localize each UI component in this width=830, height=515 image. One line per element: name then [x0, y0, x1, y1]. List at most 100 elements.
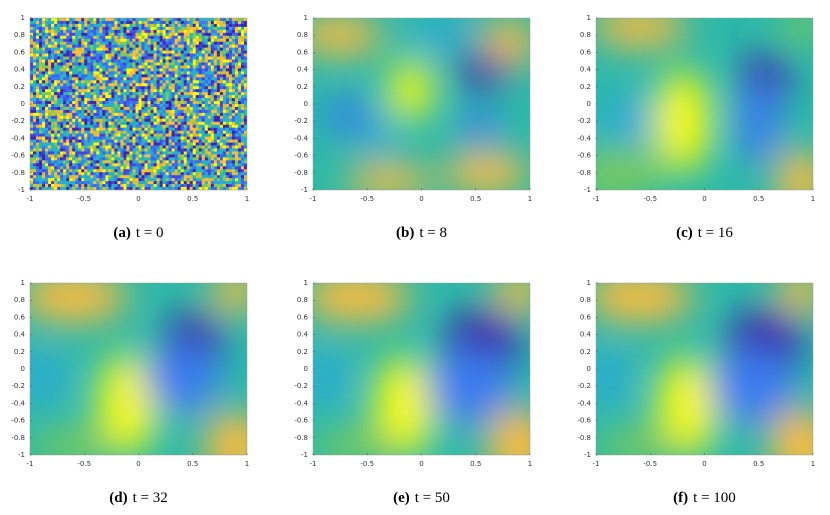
cell	[147, 115, 151, 120]
cell	[96, 104, 100, 108]
cell	[123, 29, 127, 34]
cell	[201, 74, 206, 78]
cell	[153, 175, 157, 179]
cell	[171, 148, 175, 152]
cell	[75, 151, 79, 155]
cell	[219, 47, 224, 51]
cell	[132, 23, 136, 28]
cell	[234, 121, 239, 126]
cell	[150, 172, 154, 176]
cell	[39, 29, 43, 34]
cell	[132, 44, 136, 48]
cell	[126, 109, 130, 114]
cell	[192, 130, 197, 134]
y-tick-label: -0.8	[577, 169, 591, 177]
cell	[222, 133, 227, 137]
cell	[90, 130, 94, 134]
cell	[111, 127, 115, 131]
cell	[90, 86, 94, 90]
cell	[81, 106, 85, 111]
cell	[75, 44, 79, 48]
cell	[207, 32, 212, 37]
cell	[144, 109, 148, 114]
cell	[108, 44, 112, 48]
cell	[90, 121, 94, 126]
cell	[159, 32, 163, 37]
cell	[213, 29, 218, 34]
cell	[204, 65, 209, 69]
cell	[201, 178, 206, 182]
cell	[162, 166, 166, 170]
cell	[57, 41, 61, 45]
cell	[189, 115, 194, 120]
cell	[195, 145, 200, 149]
cell	[138, 118, 142, 123]
cell	[186, 142, 191, 146]
cell	[72, 115, 76, 120]
cell	[189, 18, 194, 22]
cell	[123, 35, 127, 40]
cell	[84, 133, 88, 137]
cell	[153, 50, 157, 54]
cell	[171, 59, 175, 63]
cell	[129, 68, 133, 72]
cell	[72, 157, 76, 161]
cell	[231, 68, 236, 72]
cell	[117, 80, 121, 84]
cell	[153, 157, 157, 161]
cell	[192, 118, 197, 123]
cell	[243, 56, 247, 60]
cell	[45, 166, 49, 170]
cell	[234, 26, 239, 31]
cell	[66, 172, 70, 176]
cell	[54, 32, 58, 37]
cell	[138, 41, 142, 45]
caption-label: (d)	[109, 490, 127, 506]
cell	[87, 136, 91, 140]
cell	[165, 47, 169, 51]
cell	[96, 62, 100, 66]
cell	[174, 18, 178, 22]
cell	[204, 77, 209, 81]
cell	[90, 157, 94, 161]
cell	[153, 47, 157, 51]
cell	[237, 23, 242, 28]
cell	[201, 157, 206, 161]
cell	[183, 115, 188, 120]
cell	[207, 38, 212, 43]
cell	[54, 89, 58, 93]
cell	[114, 115, 118, 120]
cell	[84, 163, 88, 167]
cell	[126, 104, 130, 108]
cell	[33, 142, 37, 146]
cell	[141, 77, 145, 81]
cell	[48, 101, 52, 105]
cell	[225, 80, 230, 84]
cell	[201, 166, 206, 170]
cell	[75, 62, 79, 66]
cell	[54, 163, 58, 167]
cell	[60, 178, 64, 182]
blob	[313, 18, 383, 56]
cell	[60, 44, 64, 48]
cell	[84, 41, 88, 45]
cell	[147, 148, 151, 152]
cell	[147, 112, 151, 117]
cell	[147, 104, 151, 108]
cell	[192, 115, 197, 120]
cell	[126, 136, 130, 140]
cell	[210, 163, 215, 167]
cell	[84, 74, 88, 78]
cell	[51, 121, 55, 126]
cell	[114, 77, 118, 81]
cell	[174, 92, 178, 96]
cell	[219, 163, 224, 167]
cell	[120, 32, 124, 37]
y-tick-label: -0.6	[11, 417, 25, 425]
cell	[87, 89, 91, 93]
cell	[234, 133, 239, 137]
cell	[45, 92, 49, 96]
cell	[36, 104, 40, 108]
cell	[156, 163, 160, 167]
y-tick-label: 1	[304, 279, 308, 287]
